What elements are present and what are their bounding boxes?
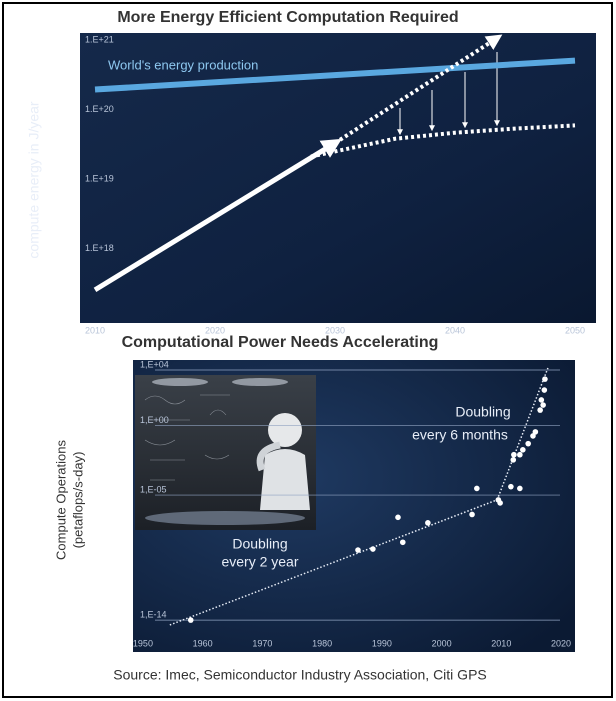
point (520, 447, 526, 453)
annotation: Doubling (455, 404, 510, 420)
point (508, 483, 514, 490)
y-tick-label: 1.E+18 (85, 243, 114, 253)
point (537, 407, 543, 413)
x-tick-label: 2010 (85, 325, 105, 335)
x-tick-label: 2000 (432, 638, 452, 648)
x-tick-label: 2020 (205, 325, 225, 335)
point (538, 397, 545, 403)
y-tick-label: 1.E+20 (85, 104, 114, 114)
point (540, 402, 546, 408)
annotation: Doubling (232, 536, 287, 552)
line (333, 34, 503, 145)
x-tick-label: 2050 (565, 325, 585, 335)
y-tick-label: 1,E+04 (140, 359, 169, 369)
plot-panel (80, 33, 596, 323)
point (525, 440, 532, 447)
source-note: Source: Imec, Semiconductor Industry Ass… (113, 667, 487, 683)
point (399, 539, 406, 546)
point (425, 520, 431, 526)
x-tick-label: 2040 (445, 325, 465, 335)
point (542, 376, 548, 382)
point (541, 387, 548, 393)
point (497, 500, 503, 506)
y-axis-label: (petaflops/s-day) (70, 452, 85, 549)
x-tick-label: 2020 (551, 638, 571, 648)
y-axis-label: Compute Operations (53, 440, 68, 560)
point (474, 485, 480, 492)
point (511, 451, 517, 458)
line (94, 57, 576, 93)
y-tick-label: 1,E+00 (140, 415, 169, 425)
point (469, 511, 475, 518)
x-tick-label: 1980 (312, 638, 332, 648)
annotation: every 2 year (221, 554, 298, 570)
point (395, 514, 401, 521)
line (169, 499, 498, 626)
x-tick-label: 1960 (193, 638, 213, 648)
y-tick-label: 1,E-14 (140, 609, 167, 619)
x-tick-label: 1950 (133, 638, 153, 648)
point (187, 617, 194, 623)
annotation: every 6 months (412, 427, 508, 443)
point (517, 485, 523, 492)
gap-arrows (397, 52, 500, 136)
y-tick-label: 1,E-05 (140, 484, 167, 494)
y-axis-label: compute energy in J/year (26, 101, 42, 259)
line (93, 138, 342, 292)
point (517, 451, 523, 458)
point (370, 546, 376, 552)
point (510, 457, 517, 463)
y-tick-label: 1.E+19 (85, 173, 114, 183)
x-tick-label: 2010 (491, 638, 511, 648)
line (496, 367, 549, 501)
line (310, 123, 576, 159)
point (355, 547, 361, 553)
point (532, 429, 539, 435)
illustration (135, 375, 316, 530)
chart-title: More Energy Efficient Computation Requir… (117, 9, 458, 26)
x-tick-label: 1970 (252, 638, 272, 648)
chart-title: Computational Power Needs Accelerating (122, 334, 439, 351)
y-tick-label: 1.E+21 (85, 35, 114, 45)
x-tick-label: 2030 (325, 325, 345, 335)
series-label: World's energy production (108, 57, 258, 72)
x-tick-label: 1990 (372, 638, 392, 648)
